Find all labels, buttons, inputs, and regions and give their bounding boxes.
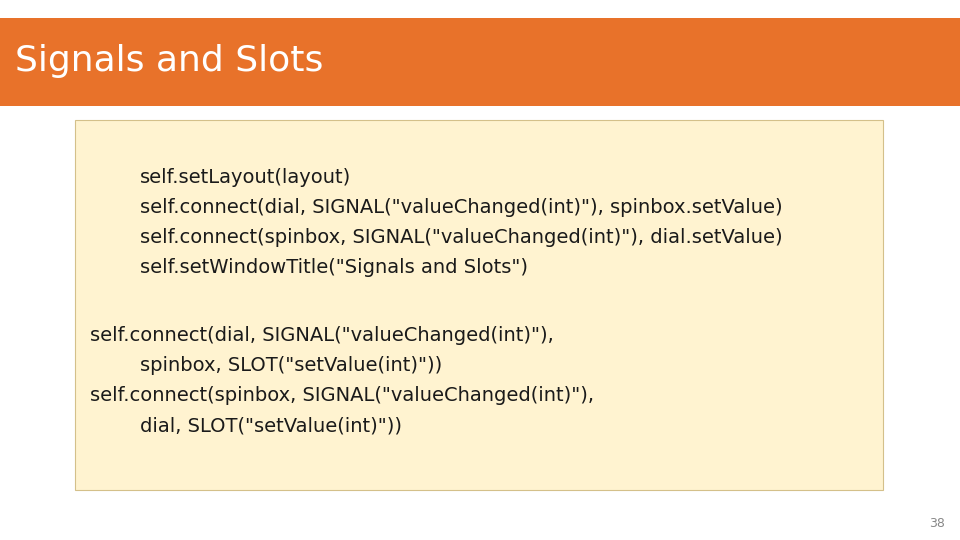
Text: self.connect(dial, SIGNAL("valueChanged(int)"),: self.connect(dial, SIGNAL("valueChanged(… xyxy=(90,326,554,345)
Text: self.setWindowTitle("Signals and Slots"): self.setWindowTitle("Signals and Slots") xyxy=(140,258,528,277)
Text: self.connect(spinbox, SIGNAL("valueChanged(int)"), dial.setValue): self.connect(spinbox, SIGNAL("valueChang… xyxy=(140,228,782,247)
Bar xyxy=(75,120,883,490)
Text: self.connect(dial, SIGNAL("valueChanged(int)"), spinbox.setValue): self.connect(dial, SIGNAL("valueChanged(… xyxy=(140,198,782,217)
Text: 38: 38 xyxy=(929,517,945,530)
Text: dial, SLOT("setValue(int)")): dial, SLOT("setValue(int)")) xyxy=(90,416,402,435)
Text: self.connect(spinbox, SIGNAL("valueChanged(int)"),: self.connect(spinbox, SIGNAL("valueChang… xyxy=(90,386,594,405)
Text: Signals and Slots: Signals and Slots xyxy=(15,44,324,78)
Text: self.setLayout(layout): self.setLayout(layout) xyxy=(140,168,351,187)
Bar xyxy=(0,18,960,106)
Text: spinbox, SLOT("setValue(int)")): spinbox, SLOT("setValue(int)")) xyxy=(90,356,443,375)
